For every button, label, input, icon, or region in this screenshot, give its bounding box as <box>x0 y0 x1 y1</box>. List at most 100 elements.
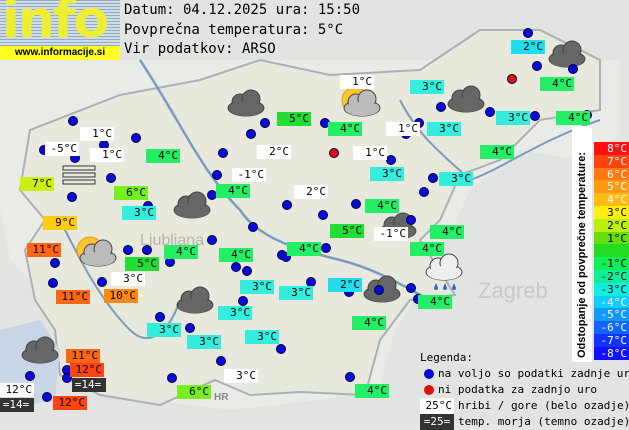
station-temperature: 4°C <box>365 199 399 213</box>
station-dot[interactable] <box>123 245 133 255</box>
station-temperature: 4°C <box>355 384 389 398</box>
station-temperature: -1°C <box>232 168 266 182</box>
station-dot[interactable] <box>321 243 331 253</box>
station-dot[interactable] <box>131 133 141 143</box>
scale-step: 8°C <box>594 142 629 155</box>
station-dot[interactable] <box>406 283 416 293</box>
station-temperature: 2°C <box>328 278 362 292</box>
station-temperature: 3°C <box>240 280 274 294</box>
legend-white: hribi / gore (belo ozadje) <box>458 399 629 412</box>
station-temperature: 12°C <box>70 363 104 377</box>
station-temperature: 2°C <box>511 40 545 54</box>
station-dot[interactable] <box>276 344 286 354</box>
station-dot[interactable] <box>523 28 533 38</box>
station-dot[interactable] <box>207 235 217 245</box>
station-dot[interactable] <box>530 111 540 121</box>
station-temperature: 1°C <box>80 127 114 141</box>
legend-dark: temp. morja (temno ozadje) <box>458 415 629 428</box>
station-dot[interactable] <box>428 173 438 183</box>
scale-step: -8°C <box>594 346 629 360</box>
station-dot[interactable] <box>419 187 429 197</box>
station-dot[interactable] <box>318 210 328 220</box>
station-temperature: 5°C <box>125 257 159 271</box>
station-dot[interactable] <box>67 192 77 202</box>
logo-url[interactable]: www.informacije.si <box>0 46 120 60</box>
scale-step: -2°C <box>594 269 629 283</box>
station-dot-no-data[interactable] <box>329 148 339 158</box>
station-dot[interactable] <box>106 173 116 183</box>
station-dot[interactable] <box>97 277 107 287</box>
hr-label: HR <box>214 392 229 403</box>
station-dot[interactable] <box>351 199 361 209</box>
station-temperature: 7°C <box>20 177 54 191</box>
station-temperature: 4°C <box>418 295 452 309</box>
station-temperature: 4°C <box>556 111 590 125</box>
station-temperature: 1°C <box>353 146 387 160</box>
station-temperature: 9°C <box>43 216 77 230</box>
scale-step: 4°C <box>594 193 629 206</box>
scale-step: -6°C <box>594 321 629 334</box>
zagreb-label: Zagreb <box>478 278 548 303</box>
average-temperature: Povprečna temperatura: 5°C <box>124 22 344 38</box>
station-dot-no-data[interactable] <box>507 74 517 84</box>
station-temperature: 3°C <box>218 306 252 320</box>
station-temperature: 2°C <box>294 185 328 199</box>
station-dot[interactable] <box>142 245 152 255</box>
scale-title: Odstopanje od povprečne temperature: <box>572 126 592 362</box>
station-temperature: 11°C <box>27 243 61 257</box>
station-dot[interactable] <box>50 258 60 268</box>
station-dot[interactable] <box>436 102 446 112</box>
scale-step: 1°C <box>594 231 629 244</box>
station-dot[interactable] <box>185 323 195 333</box>
station-dot[interactable] <box>68 116 78 126</box>
partly-cloudy-icon <box>343 89 381 117</box>
station-dot[interactable] <box>386 155 396 165</box>
station-dot[interactable] <box>218 148 228 158</box>
station-dot[interactable] <box>485 107 495 117</box>
station-dot[interactable] <box>345 372 355 382</box>
station-temperature: 4°C <box>430 225 464 239</box>
station-dot[interactable] <box>167 373 177 383</box>
logo[interactable]: info www.informacije.si <box>0 0 120 60</box>
station-dot[interactable] <box>568 64 578 74</box>
station-dot[interactable] <box>48 278 58 288</box>
station-dot[interactable] <box>246 129 256 139</box>
cloud-icon <box>21 336 59 364</box>
station-dot[interactable] <box>25 371 35 381</box>
station-dot[interactable] <box>155 312 165 322</box>
station-dot[interactable] <box>238 296 248 306</box>
red-dot-icon <box>424 385 434 395</box>
station-dot[interactable] <box>231 262 241 272</box>
station-temperature: 3°C <box>187 335 221 349</box>
logo-word: info <box>2 0 109 50</box>
station-dot[interactable] <box>282 200 292 210</box>
station-dot[interactable] <box>42 392 52 402</box>
scale-step: -4°C <box>594 295 629 308</box>
station-dot[interactable] <box>260 118 270 128</box>
data-source: Vir podatkov: ARSO <box>124 41 276 57</box>
station-dot[interactable] <box>281 252 291 262</box>
station-temperature: 4°C <box>410 242 444 256</box>
station-temperature: 11°C <box>56 290 90 304</box>
station-dot[interactable] <box>242 266 252 276</box>
station-dot[interactable] <box>532 61 542 71</box>
scale-step: -7°C <box>594 333 629 347</box>
station-dot[interactable] <box>248 222 258 232</box>
station-dot[interactable] <box>374 285 384 295</box>
station-dot[interactable] <box>62 373 72 383</box>
station-temperature: 4°C <box>480 145 514 159</box>
raindrop-icon <box>443 283 447 290</box>
station-temperature: 6°C <box>114 186 148 200</box>
scale-step: 2°C <box>594 218 629 232</box>
station-temperature: 4°C <box>287 242 321 256</box>
station-temperature: 3°C <box>279 286 313 300</box>
fog-icon <box>62 165 96 185</box>
station-dot[interactable] <box>212 170 222 180</box>
station-dot[interactable] <box>406 215 416 225</box>
station-temperature: 4°C <box>164 245 198 259</box>
scale-step: 7°C <box>594 154 629 168</box>
station-temperature: 4°C <box>219 248 253 262</box>
station-dot[interactable] <box>216 356 226 366</box>
station-temperature: 3°C <box>122 206 156 220</box>
legend-title: Legenda: <box>420 351 473 364</box>
